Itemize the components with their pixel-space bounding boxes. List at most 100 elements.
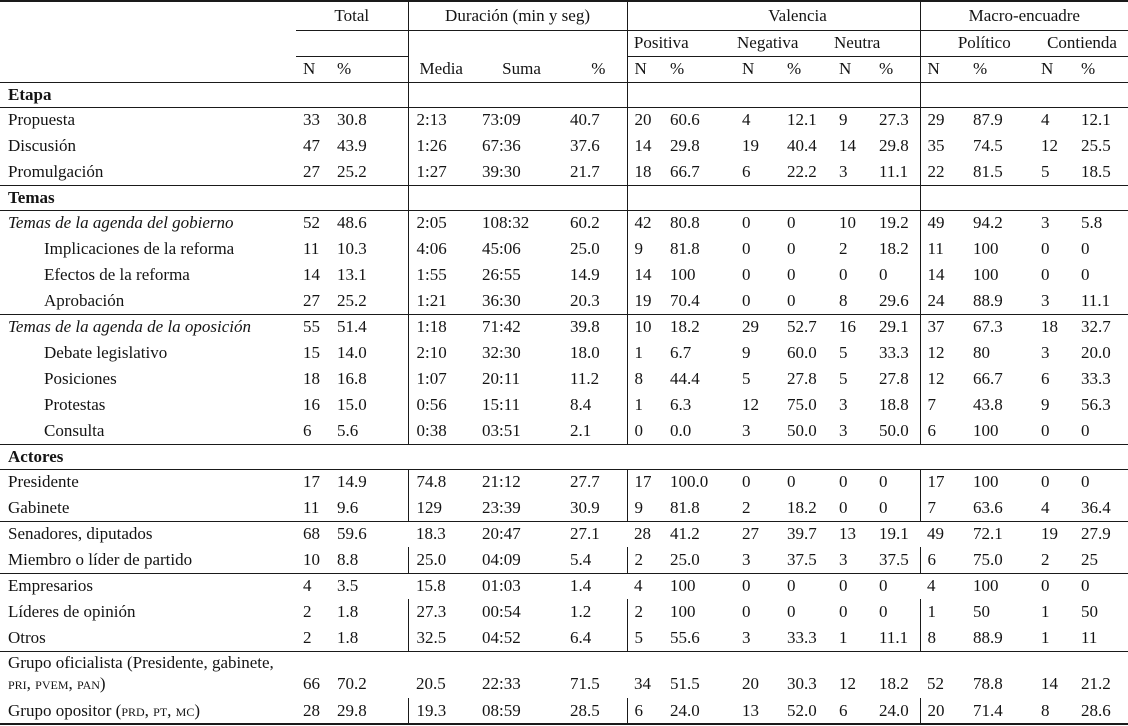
table-cell: 0: [1041, 239, 1050, 258]
table-cell: 0: [839, 602, 848, 621]
table-cell: 25.5: [1081, 136, 1111, 155]
row-label: Protestas: [44, 395, 106, 414]
col-group-macro-encuadre: Macro-encuadre: [919, 1, 1128, 31]
col-group-valencia: Valencia: [626, 1, 921, 31]
table-cell: 44.4: [670, 369, 700, 388]
table-cell: 0: [1070, 418, 1128, 445]
table-cell: 21.7: [561, 159, 628, 186]
table-cell: 14: [626, 133, 666, 159]
table-cell: 0: [839, 576, 848, 596]
table-cell: 11: [1070, 625, 1128, 652]
table-cell: 25.2: [332, 159, 409, 186]
table-cell: 9: [1041, 395, 1050, 414]
table-cell: 18: [1041, 317, 1059, 337]
table-cell: 7: [919, 392, 963, 418]
table-cell: 0: [742, 265, 751, 284]
table-cell: 18.2: [879, 239, 909, 258]
table-row: Promulgación 27 25.2 1:27 39:30 21.7 18 66.7 6 22…: [0, 159, 1128, 186]
col-header-suma: Suma: [466, 56, 562, 83]
table-cell: 75.0: [962, 547, 1029, 574]
table-cell: 27: [296, 288, 332, 315]
row-label: Gabinete: [0, 495, 296, 522]
col-header-media: Media: [407, 56, 467, 83]
col-header-pct: %: [1070, 56, 1128, 83]
table-cell: 6: [737, 159, 783, 186]
table-cell: 9: [839, 110, 848, 130]
table-cell: 9.6: [332, 495, 409, 522]
table-cell: 2: [737, 495, 783, 522]
col-header-pct: %: [332, 56, 409, 83]
table-cell: 55.6: [665, 625, 738, 652]
table-cell: 25: [1070, 547, 1128, 574]
table-cell: 0:38: [407, 418, 467, 445]
table-cell: 20:11: [482, 369, 521, 388]
table-cell: 70.4: [665, 288, 738, 315]
row-label: Líderes de opinión: [8, 602, 136, 621]
col-header-n: N: [626, 56, 666, 83]
table-cell: 7: [919, 495, 963, 522]
table-cell: 28: [634, 524, 652, 544]
table-cell: 03:51: [466, 418, 562, 445]
table-cell: 2:10: [407, 340, 467, 366]
table-cell: 19: [626, 288, 666, 315]
table-cell: 108:32: [482, 213, 530, 233]
table-cell: 6: [1041, 369, 1050, 388]
col-header-n: N: [919, 56, 963, 83]
table-cell: 0: [742, 472, 751, 492]
table-cell: 37.5: [782, 547, 835, 574]
table-cell: 6.7: [670, 343, 692, 362]
table-cell: 32.7: [1081, 317, 1111, 337]
col-sub-contienda: Contienda: [1028, 30, 1128, 57]
table-cell: 0: [839, 265, 848, 284]
table-cell: 14: [1041, 674, 1059, 693]
row-label-part: Grupo oficialista (Presidente, gabinete,: [8, 653, 274, 672]
table-cell: 100: [670, 265, 696, 284]
table-cell: 0: [1041, 472, 1050, 492]
table-cell: 3: [839, 395, 848, 414]
table-cell: 0: [626, 418, 666, 445]
table-cell: 17: [303, 472, 320, 492]
row-label: Empresarios: [8, 576, 93, 596]
table-cell: 24.0: [670, 700, 700, 720]
table-cell: 19: [742, 136, 760, 155]
table-cell: 5: [839, 343, 848, 362]
section-spacer: [408, 444, 628, 470]
table-cell: 8: [834, 288, 877, 315]
row-label: Efectos de la reforma: [44, 265, 190, 284]
table-cell: 67.3: [973, 317, 1003, 337]
row-label: Temas de la agenda del gobierno: [8, 213, 234, 233]
table-cell: 129: [407, 495, 467, 522]
section-spacer: [627, 444, 921, 470]
table-cell: 0: [742, 576, 751, 596]
table-cell: 3: [834, 547, 877, 574]
table-cell: 52.7: [787, 317, 817, 337]
table-cell: 1.8: [332, 625, 409, 652]
table-cell: 24: [919, 288, 963, 315]
header-subgroup-row: Positiva Negativa Neutra Político Contie…: [0, 30, 1128, 57]
table-cell: 55: [303, 317, 320, 337]
header-stat-row: N % Media Suma % N % N % N % N % N %: [0, 56, 1128, 83]
table-row: Otros 2 1.8 32.5 04:52 6.4 5 55.6 3 33.3 1 11.1 8 88.…: [0, 625, 1128, 652]
table-cell: 66: [303, 674, 320, 693]
table-cell: 33.3: [879, 343, 909, 362]
table-cell: 13: [742, 700, 760, 720]
table-cell: 71.4: [973, 700, 1003, 720]
table-cell: 3.5: [337, 576, 359, 596]
corner-cell: [0, 1, 296, 30]
row-label: Posiciones: [44, 369, 117, 388]
table-row: Miembro o líder de partido 10 8.8 25.0 04:09…: [0, 547, 1128, 574]
table-cell: 20.3: [561, 288, 628, 315]
table-cell: 2.1: [561, 418, 628, 445]
table-cell: 59.6: [337, 524, 367, 544]
table-row: Presidente 17 14.9 74.8 21:12 27.7 17 100.0 0 0 0 0…: [0, 469, 1128, 495]
row-label: Miembro o líder de partido: [0, 547, 296, 574]
row-label: Debate legislativo: [44, 343, 168, 362]
table-cell: 29.8: [337, 700, 367, 720]
table-cell: 4: [303, 576, 312, 596]
table-cell: 2:05: [407, 210, 467, 236]
table-cell: 4:06: [407, 236, 467, 262]
table-cell: 18.0: [570, 343, 600, 362]
table-cell: 14.9: [570, 265, 600, 284]
